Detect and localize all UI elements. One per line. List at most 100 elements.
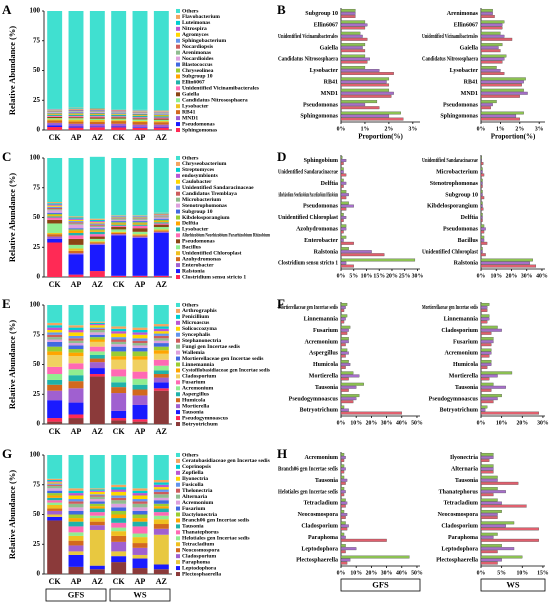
bar-segment <box>111 111 127 113</box>
bar <box>340 235 347 239</box>
y-tick-label: 0 <box>37 126 41 134</box>
bar-segment <box>111 116 127 118</box>
bar-segment <box>153 333 169 336</box>
bar <box>340 60 368 64</box>
bar-segment <box>111 218 127 220</box>
x-tick-label: 0% <box>477 420 486 426</box>
bar-segment <box>132 305 148 328</box>
bar-segment <box>153 112 169 114</box>
bar-segment <box>132 395 148 405</box>
x-tick-label: 10% <box>350 420 362 426</box>
bar-segment <box>153 365 169 371</box>
bar-segment <box>47 339 63 342</box>
bar-segment <box>68 118 84 120</box>
bar-segment <box>153 487 169 490</box>
bar-segment <box>68 352 84 357</box>
bar-segment <box>89 496 105 500</box>
bar-segment <box>153 482 169 485</box>
bar-segment <box>111 11 127 110</box>
bar <box>340 459 345 462</box>
legend-swatch <box>176 8 180 13</box>
bar <box>340 388 349 392</box>
bar-segment <box>153 491 169 495</box>
bar-segment <box>89 506 105 509</box>
bar-segment <box>47 112 63 113</box>
legend-swatch <box>176 239 180 244</box>
bar-segment <box>68 223 84 225</box>
legend-swatch <box>176 245 180 250</box>
bar-segment <box>68 325 84 328</box>
bar <box>340 20 366 24</box>
bar-segment <box>153 127 169 130</box>
legend-swatch <box>176 566 180 571</box>
legend-label: Sphingomonas <box>182 127 218 133</box>
bar-segment <box>89 116 105 118</box>
legend-swatch <box>176 275 180 280</box>
bar-segment <box>132 499 148 502</box>
bar <box>340 8 356 12</box>
legend-label: Alternaria <box>182 494 207 500</box>
bar-segment <box>111 514 127 519</box>
bar-segment <box>68 554 84 567</box>
legend-label: Bacillus <box>182 245 202 251</box>
bar <box>340 306 346 309</box>
y-tick-label: 100 <box>30 301 41 309</box>
bar <box>340 173 347 177</box>
bar-segment <box>68 126 84 128</box>
bar-segment <box>132 371 148 379</box>
x-tick-label: AZ <box>92 133 103 142</box>
bar-segment <box>47 114 63 116</box>
bar-segment <box>47 11 63 109</box>
group-label: GFS <box>372 579 389 589</box>
bar-segment <box>153 353 169 360</box>
bar <box>480 258 533 262</box>
bar-segment <box>89 491 105 495</box>
x-tick-label: CK <box>49 133 62 142</box>
bar-segment <box>111 535 127 542</box>
bar-segment <box>68 329 84 333</box>
bar-segment <box>68 369 84 376</box>
bar <box>480 547 515 551</box>
legend-swatch <box>176 362 180 367</box>
legend-label: Botryotrichum <box>182 421 218 427</box>
category-label: Neocosmospora <box>438 512 478 518</box>
bar <box>340 363 351 366</box>
bar-segment <box>89 529 105 566</box>
y-tick-label: 50 <box>33 510 41 518</box>
legend-label: Wallemia <box>182 350 205 356</box>
category-label: Unidentified Sandaracinaceae <box>278 169 338 175</box>
y-tick-label: 100 <box>30 7 41 15</box>
bar-segment <box>89 358 105 363</box>
bar-segment <box>47 212 63 214</box>
bar <box>340 452 345 456</box>
bar <box>340 487 345 491</box>
bar-segment <box>153 346 169 351</box>
bar <box>480 493 494 497</box>
bar-segment <box>89 339 105 342</box>
bar-segment <box>153 519 169 525</box>
bar-segment <box>47 418 63 422</box>
bar <box>340 111 401 115</box>
bar-segment <box>132 568 148 574</box>
bar-segment <box>89 512 105 516</box>
bar <box>480 31 501 35</box>
x-tick-label: AZ <box>156 280 167 289</box>
bar-segment <box>111 497 127 501</box>
x-tick-label: 15% <box>373 273 385 279</box>
bar <box>340 535 346 539</box>
bar-segment <box>47 479 63 482</box>
x-tick-label: 0% <box>337 126 346 132</box>
legend-label: Ellin6067 <box>182 80 205 86</box>
bar <box>340 227 347 231</box>
bar-segment <box>89 120 105 122</box>
bar-segment <box>153 305 169 325</box>
legend-swatch <box>176 26 180 31</box>
bar <box>340 493 345 497</box>
bar-segment <box>89 490 105 492</box>
legend-swatch <box>176 374 180 379</box>
bar-segment <box>111 556 127 563</box>
legend-swatch <box>176 350 180 355</box>
bar-segment <box>89 244 105 272</box>
legend-label: MND1 <box>182 115 198 121</box>
bar-segment <box>132 235 148 237</box>
